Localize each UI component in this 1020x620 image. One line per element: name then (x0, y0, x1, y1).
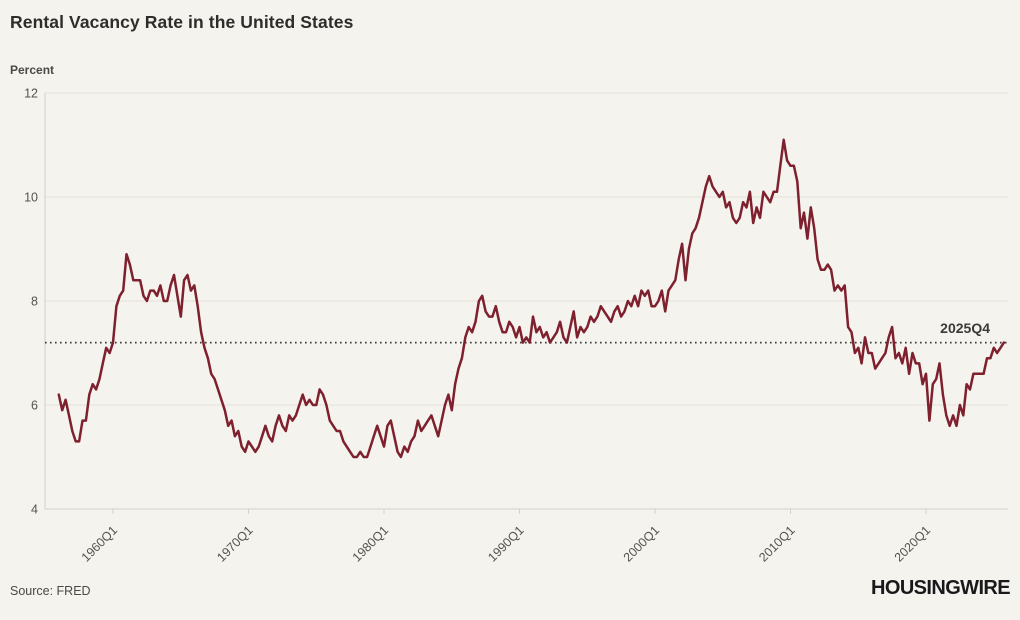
x-tick-label: 2020Q1 (892, 523, 933, 564)
x-tick-label: 2010Q1 (756, 523, 797, 564)
y-tick-label: 12 (24, 87, 38, 101)
x-tick-label: 1990Q1 (485, 523, 526, 564)
latest-quarter-annotation: 2025Q4 (940, 320, 990, 336)
y-tick-label: 10 (24, 191, 38, 205)
page-title: Rental Vacancy Rate in the United States (10, 12, 354, 32)
x-tick-label: 1960Q1 (79, 523, 120, 564)
housingwire-logo: HOUSINGWIRE (871, 577, 1011, 599)
x-tick-label: 2000Q1 (621, 523, 662, 564)
y-tick-label: 8 (31, 295, 38, 309)
x-tick-label: 1970Q1 (214, 523, 255, 564)
y-tick-label: 4 (31, 503, 38, 517)
vacancy-rate-series-line (57, 138, 1006, 459)
y-tick-label: 6 (31, 399, 38, 413)
y-axis-unit-label: Percent (10, 63, 55, 77)
vacancy-rate-line-chart: 12 10 8 6 4 1960Q1 1970Q1 1980Q1 1990Q1 2000Q1 201… (24, 87, 1008, 565)
x-tick-label: 1980Q1 (350, 523, 391, 564)
source-attribution: Source: FRED (10, 584, 91, 598)
